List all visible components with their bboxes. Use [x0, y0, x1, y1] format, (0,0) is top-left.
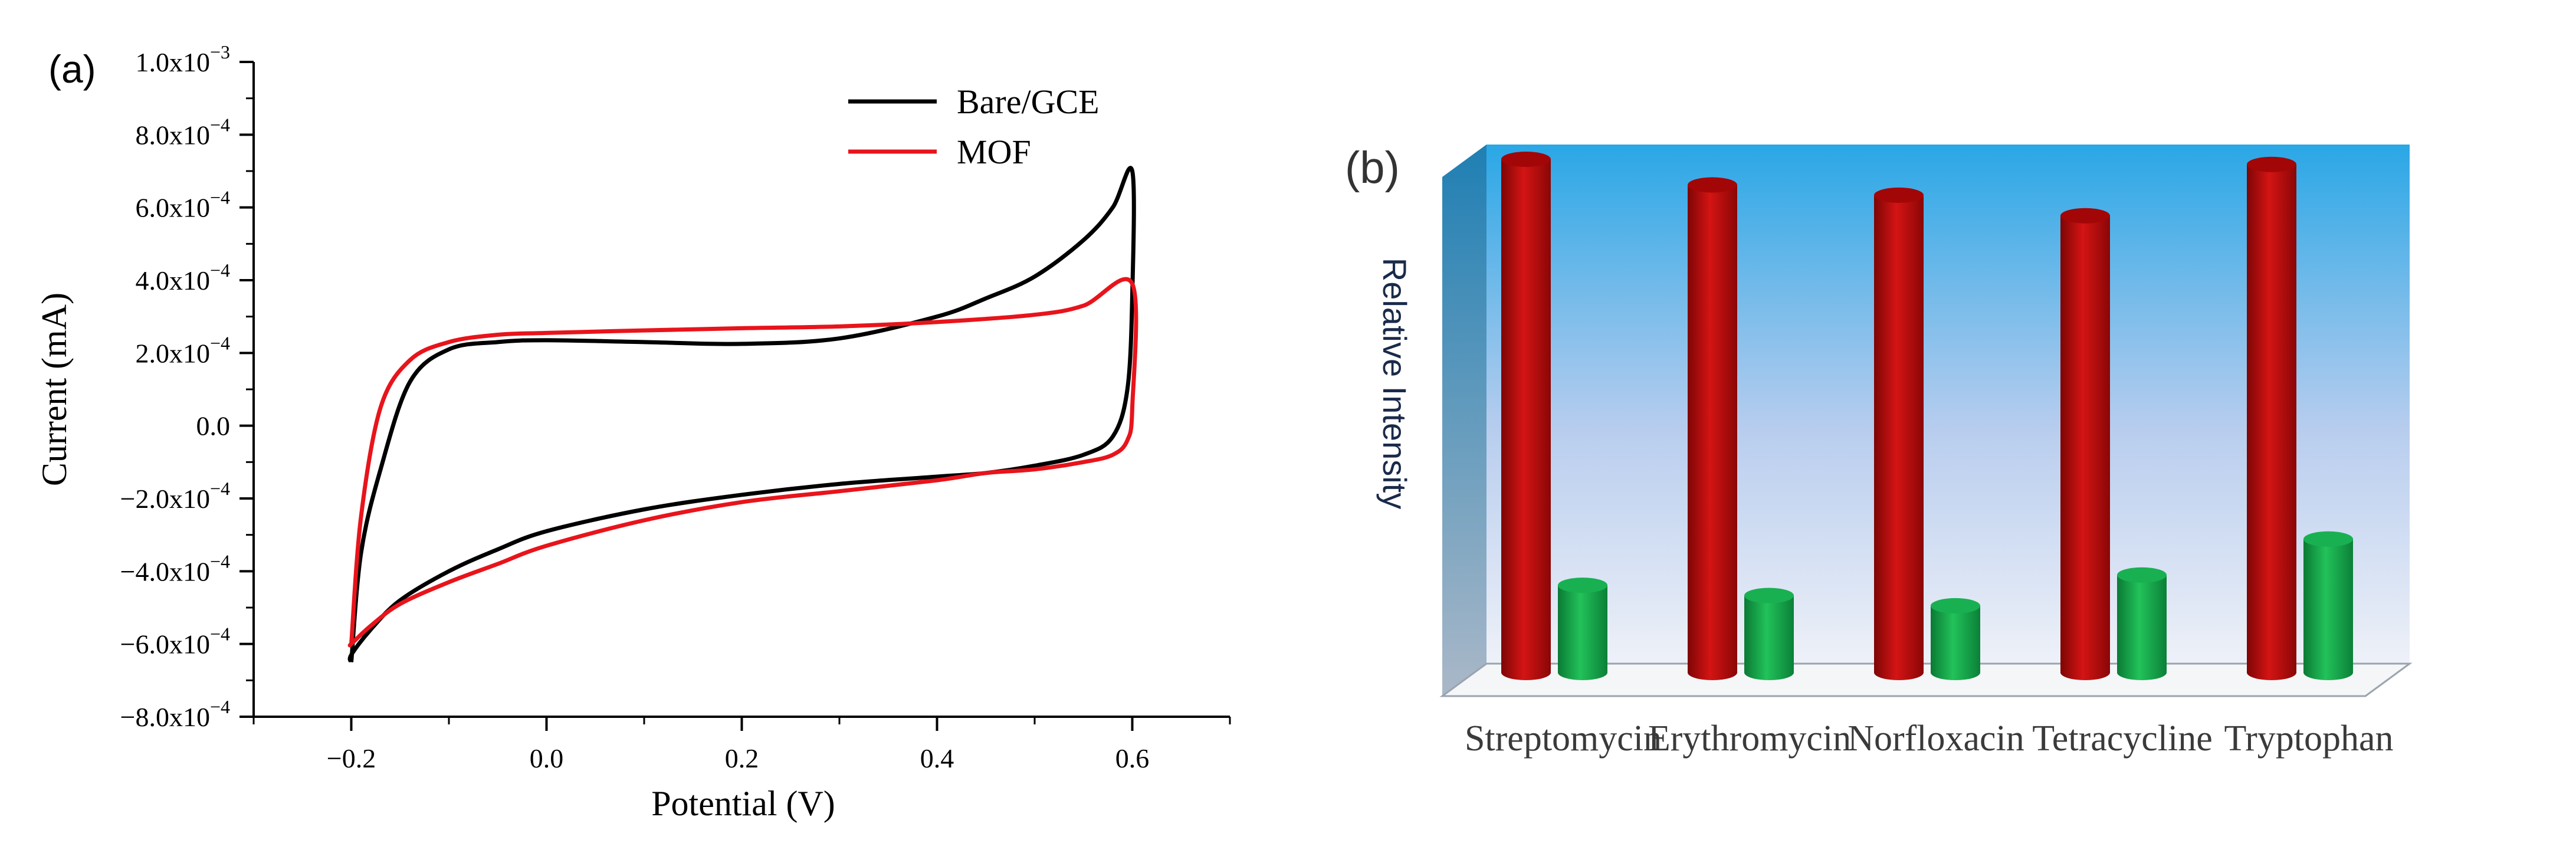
- panel-a-axes: [252, 62, 1230, 718]
- x-tick-label-3: 0.4: [920, 743, 954, 773]
- y-tick-label-8: −6.0x10−4: [120, 624, 231, 660]
- panel-a-label: (a): [48, 47, 96, 91]
- legend-label-mof: MOF: [957, 133, 1031, 171]
- y-axis-title-b: Relative Intensity: [1376, 258, 1413, 509]
- x-tick-label-0: −0.2: [327, 743, 376, 773]
- x-axis-title: Potential (V): [651, 784, 835, 823]
- y-tick-label-4: 2.0x10−4: [135, 332, 230, 368]
- y-tick-label-7: −4.0x10−4: [120, 550, 231, 586]
- category-label-norfloxacin: Norfloxacin: [1847, 719, 2024, 759]
- panel-a-cv-chart: (a) 1.0x10−3 8.0x10−4 6.0x10−4 4.0x10−4 2.0x…: [35, 41, 1231, 823]
- x-tick-label-4: 0.6: [1115, 743, 1150, 773]
- series-line-mof: [347, 277, 1138, 648]
- y-tick-label-2: 6.0x10−4: [135, 187, 230, 223]
- y-tick-label-9: −8.0x10−4: [120, 696, 231, 732]
- y-tick-label-3: 4.0x10−4: [135, 260, 230, 296]
- y-tick-label-5: 0.0: [196, 411, 231, 441]
- x-tick-label-2: 0.2: [725, 743, 759, 773]
- y-tick-label-1: 8.0x10−4: [135, 114, 230, 150]
- bar-erythromycin-series-2: [1744, 588, 1794, 680]
- category-label-tryptophan: Tryptophan: [2224, 719, 2393, 759]
- bar-norfloxacin-series-1: [1874, 187, 1924, 680]
- bar-norfloxacin-series-2: [1931, 598, 1980, 680]
- bar-tryptophan-series-2: [2303, 531, 2353, 680]
- panel-a-series: [347, 166, 1138, 663]
- side-wall: [1442, 145, 1486, 696]
- bar-streptomycin-series-1: [1501, 152, 1551, 680]
- panel-b-bars: [1501, 152, 2353, 680]
- bar-streptomycin-series-2: [1558, 578, 1607, 680]
- legend-label-bare-gce: Bare/GCE: [957, 83, 1100, 121]
- bar-tryptophan-series-1: [2247, 156, 2296, 680]
- y-tick-label-6: −2.0x10−4: [120, 478, 231, 514]
- panel-a-ticks: 1.0x10−3 8.0x10−4 6.0x10−4 4.0x10−4 2.0x10−4…: [120, 41, 1231, 773]
- panel-b-label: (b): [1345, 143, 1400, 193]
- category-label-streptomycin: Streptomycin: [1465, 719, 1662, 759]
- panel-b-3d-bar-chart: (b) Relative Intensity StreptomycinEryth…: [1345, 143, 2413, 759]
- bar-tetracycline-series-2: [2117, 567, 2167, 680]
- bar-tetracycline-series-1: [2060, 208, 2110, 680]
- series-line-bare-gce: [347, 166, 1136, 663]
- y-axis-title: Current (mA): [35, 293, 74, 486]
- category-label-tetracycline: Tetracycline: [2032, 719, 2212, 759]
- x-tick-label-1: 0.0: [530, 743, 564, 773]
- legend: Bare/GCE MOF: [848, 83, 1100, 171]
- y-tick-label-0: 1.0x10−3: [135, 41, 230, 77]
- category-label-erythromycin: Erythromycin: [1648, 719, 1851, 759]
- bar-erythromycin-series-1: [1688, 177, 1737, 680]
